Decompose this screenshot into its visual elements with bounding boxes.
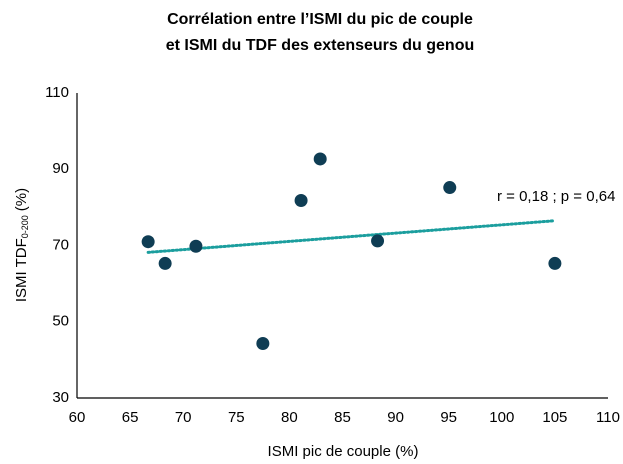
- point: [189, 239, 203, 253]
- x-tick-label: 65: [122, 409, 139, 426]
- point: [294, 194, 308, 208]
- point: [158, 256, 172, 270]
- x-tick-label: 105: [542, 409, 567, 426]
- annotation: r = 0,18 ; p = 0,64: [497, 188, 615, 205]
- x-tick-label: 75: [228, 409, 245, 426]
- x-tick-label: 70: [175, 409, 192, 426]
- chart-title: et ISMI du TDF des extenseurs du genou: [166, 37, 474, 54]
- y-tick-label: 90: [52, 160, 69, 177]
- point: [313, 152, 327, 166]
- x-tick-label: 110: [596, 409, 620, 426]
- y-label-text: ISMI TDF: [13, 238, 30, 302]
- chart-title: Corrélation entre l’ISMI du pic de coupl…: [167, 11, 473, 28]
- point: [371, 234, 385, 248]
- x-tick-label: 95: [440, 409, 457, 426]
- x-tick-label: 90: [387, 409, 404, 426]
- x-tick-label: 60: [69, 409, 86, 426]
- x-tick-label: 80: [281, 409, 298, 426]
- point: [141, 235, 155, 249]
- y-label-subscript: 0-200: [20, 215, 30, 238]
- trendline: [146, 219, 557, 254]
- y-tick-label: 110: [45, 84, 69, 101]
- x-axis-label: ISMI pic de couple (%): [268, 443, 419, 460]
- point: [548, 256, 562, 270]
- y-label-suffix: (%): [13, 188, 30, 211]
- point: [443, 181, 457, 195]
- y-tick-label: 30: [52, 389, 69, 406]
- point: [256, 336, 270, 350]
- x-tick-label: 100: [489, 409, 514, 426]
- y-axis-label: ISMI TDF0-200 (%): [13, 188, 30, 302]
- y-tick-label: 70: [52, 236, 69, 253]
- x-tick-label: 85: [334, 409, 351, 426]
- y-tick-label: 50: [52, 313, 69, 330]
